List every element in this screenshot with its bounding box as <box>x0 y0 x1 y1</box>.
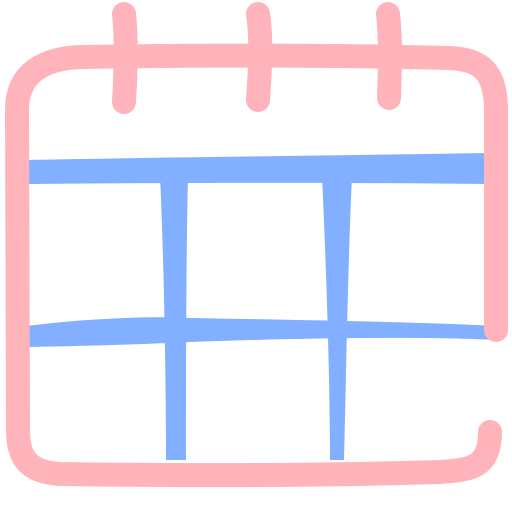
calendar-outline <box>5 43 508 488</box>
binder-ring-right <box>376 2 402 110</box>
calendar-binder-rings <box>112 2 402 114</box>
calendar-grid <box>26 153 498 460</box>
calendar-grid-line-horizontal <box>26 317 498 347</box>
binder-ring-middle <box>246 2 273 112</box>
calendar-frame <box>5 43 508 488</box>
binder-ring-left <box>112 2 138 114</box>
calendar-grid-line-vertical-right <box>322 176 352 460</box>
calendar-grid-line-vertical-left <box>160 176 188 460</box>
calendar-header-band <box>26 153 490 184</box>
